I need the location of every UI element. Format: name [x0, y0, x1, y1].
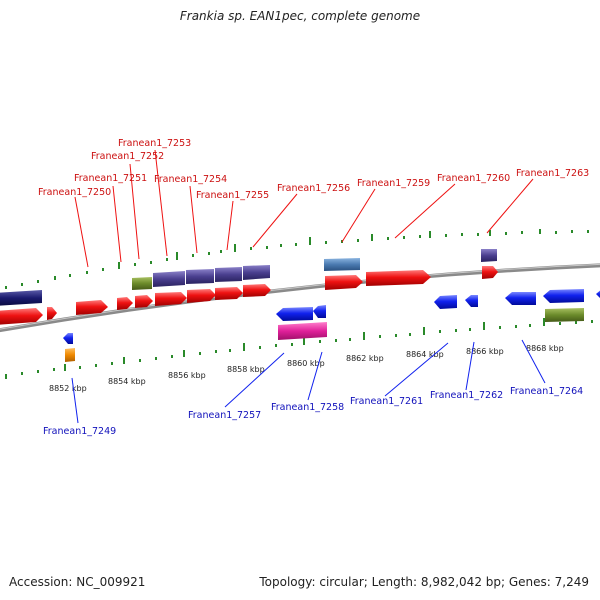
tick-label: 8860 kbp: [287, 359, 325, 368]
tick-label: 8854 kbp: [108, 377, 146, 386]
purple-feature: [153, 271, 185, 287]
gene-label-franean1-7257: Franean1_7257: [188, 410, 261, 421]
tick-label: 8856 kbp: [168, 371, 206, 380]
gene-arrow-forward: [366, 270, 431, 286]
orange-feature: [65, 348, 75, 362]
gene-arrow-reverse: [505, 292, 536, 305]
gene-label-franean1-7261: Franean1_7261: [350, 396, 423, 407]
gene-arrow-forward: [215, 287, 243, 300]
purple-feature: [215, 267, 242, 282]
tick-label: 8862 kbp: [346, 354, 384, 363]
purple-feature: [481, 249, 497, 262]
gene-label-franean1-7258: Franean1_7258: [271, 402, 344, 413]
gene-label-franean1-7264: Franean1_7264: [510, 386, 583, 397]
gene-arrow-forward: [117, 297, 133, 310]
bottom-gene-labels: Franean1_7249 Franean1_7257 Franean1_725…: [43, 386, 583, 437]
accession-label: Accession: NC_009921: [9, 575, 146, 589]
feature-blocks: [0, 249, 584, 362]
topology-summary: Topology: circular; Length: 8,982,042 bp…: [259, 575, 589, 589]
gene-arrow-reverse: [63, 333, 73, 344]
gene-label-franean1-7250: Franean1_7250: [38, 187, 111, 198]
gene-label-franean1-7254: Franean1_7254: [154, 174, 227, 185]
gene-arrow-reverse: [434, 295, 457, 309]
gene-label-franean1-7252: Franean1_7252: [91, 151, 164, 162]
olive-feature: [132, 277, 152, 290]
gene-arrow-forward: [47, 307, 57, 320]
gene-arrow-forward: [0, 308, 43, 325]
gene-arrow-forward: [155, 292, 187, 306]
gene-label-franean1-7260: Franean1_7260: [437, 173, 510, 184]
gene-label-franean1-7255: Franean1_7255: [196, 190, 269, 201]
gene-label-franean1-7251: Franean1_7251: [74, 173, 147, 184]
top-leader-lines: [74, 149, 534, 268]
gene-arrow-reverse: [313, 305, 326, 318]
genome-backbone: [0, 263, 600, 333]
gene-label-franean1-7256: Franean1_7256: [277, 183, 350, 194]
reverse-genes: [63, 289, 600, 344]
gene-label-franean1-7259: Franean1_7259: [357, 178, 430, 189]
tick-label: 8868 kbp: [526, 344, 564, 353]
gene-arrow-forward: [187, 289, 216, 303]
tick-label: 8864 kbp: [406, 350, 444, 359]
bottom-tick-track: [5, 318, 593, 379]
kbp-labels: 8852 kbp 8854 kbp 8856 kbp 8858 kbp 8860…: [49, 344, 564, 393]
gene-label-franean1-7262: Franean1_7262: [430, 390, 503, 401]
gene-arrow-reverse: [596, 290, 600, 298]
tick-label: 8858 kbp: [227, 365, 265, 374]
gene-label-franean1-7253: Franean1_7253: [118, 138, 191, 149]
gene-label-franean1-7263: Franean1_7263: [516, 168, 589, 179]
forward-genes: [0, 266, 498, 325]
purple-feature: [186, 269, 214, 284]
genome-backbone-highlight: [0, 263, 600, 330]
tick-label: 8866 kbp: [466, 347, 504, 356]
top-tick-track: [5, 229, 589, 289]
gene-arrow-forward: [243, 284, 271, 297]
gene-arrow-forward: [135, 295, 153, 308]
gene-arrow-reverse: [543, 289, 584, 303]
gene-arrow-reverse: [276, 307, 313, 321]
navy-feature: [0, 290, 42, 306]
gene-arrow-forward: [325, 275, 363, 290]
steel-feature: [324, 258, 360, 271]
gene-label-franean1-7249: Franean1_7249: [43, 426, 116, 437]
magenta-feature: [278, 322, 327, 340]
bottom-leader-lines: [71, 339, 546, 424]
tick-label: 8852 kbp: [49, 384, 87, 393]
gene-arrow-reverse: [465, 295, 478, 307]
olive-feature: [545, 308, 584, 322]
gene-arrow-forward: [76, 300, 108, 315]
page-title: Frankia sp. EAN1pec, complete genome: [179, 9, 421, 23]
gene-arrow-forward: [482, 266, 498, 279]
top-gene-labels: Franean1_7250 Franean1_7251 Franean1_725…: [38, 138, 589, 201]
purple-feature: [243, 265, 270, 280]
